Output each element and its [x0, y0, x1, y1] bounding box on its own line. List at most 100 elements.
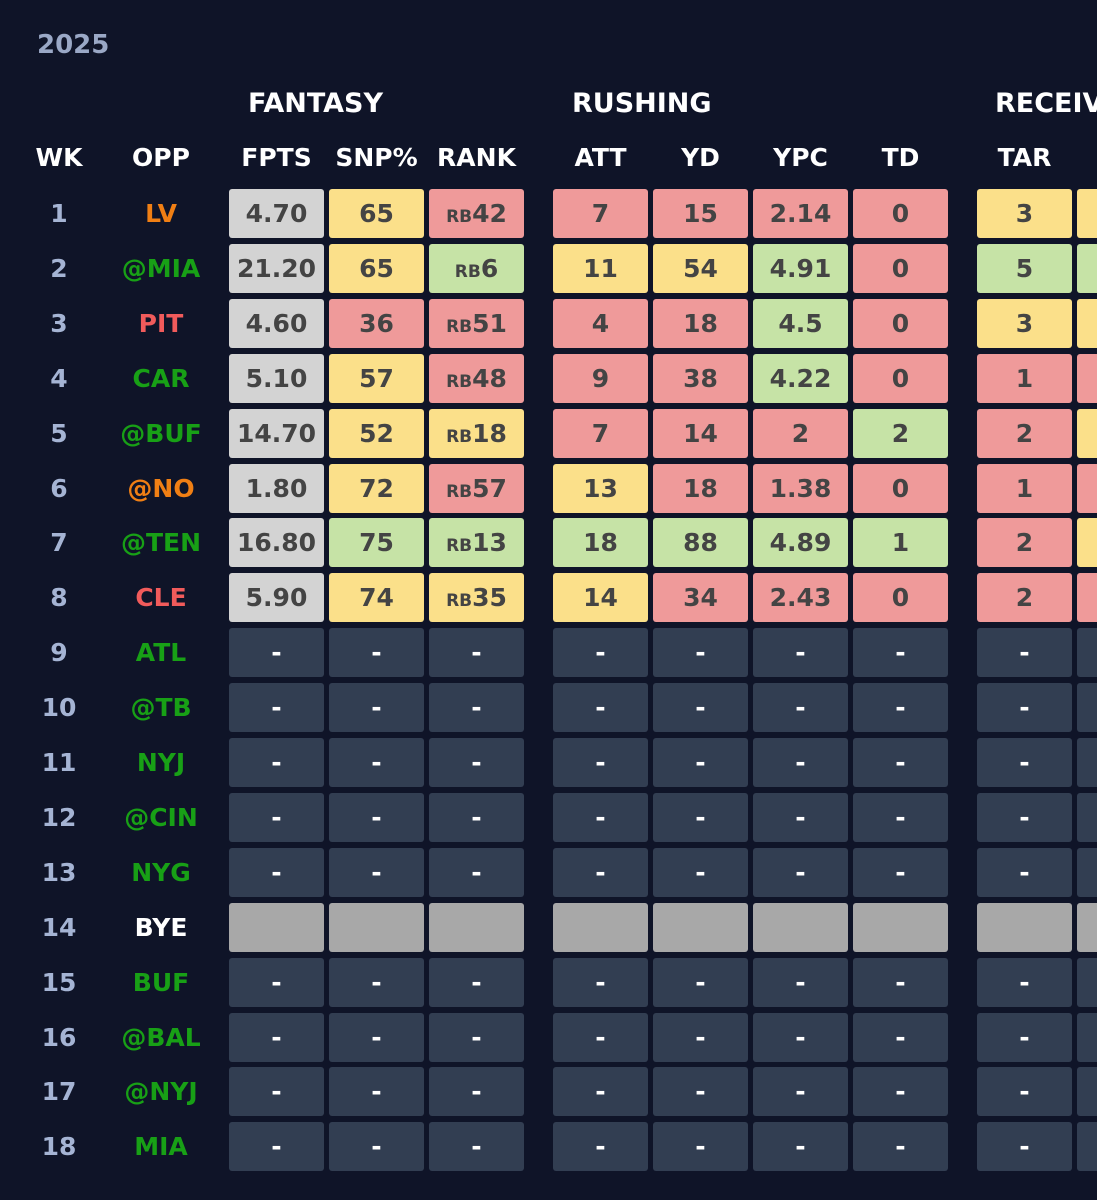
opponent-label: @NO	[127, 473, 195, 503]
next-cell	[1077, 792, 1097, 842]
tar-cell: -	[977, 847, 1072, 897]
opponent-label: LV	[145, 199, 177, 228]
rank-position: RB	[454, 261, 481, 282]
tar-cell: 1	[977, 353, 1072, 403]
yd-cell: -	[653, 957, 748, 1007]
opponent-label: @NYJ	[124, 1077, 198, 1107]
tar-cell: 3	[977, 189, 1072, 238]
next-cell	[1077, 518, 1097, 568]
week-number: 10	[41, 693, 77, 723]
ypc-cell: 2.14	[753, 189, 848, 238]
rank-position: RB	[446, 426, 473, 447]
col-header-wk[interactable]: WK	[35, 143, 83, 172]
snp-cell: 72	[329, 463, 424, 513]
col-header-att[interactable]: ATT	[574, 143, 627, 172]
next-cell	[1077, 847, 1097, 897]
yd-cell: -	[653, 1122, 748, 1172]
snp-cell: -	[329, 628, 424, 678]
col-header-rank[interactable]: RANK	[437, 143, 516, 172]
yd-cell: 18	[653, 463, 748, 513]
att-cell: 7	[553, 408, 648, 458]
yd-cell: -	[653, 792, 748, 842]
fpts-cell: -	[229, 957, 324, 1007]
snp-cell: 74	[329, 573, 424, 623]
fpts-cell: 16.80	[229, 518, 324, 568]
ypc-cell: 4.89	[753, 518, 848, 568]
rank-cell: RB57	[429, 463, 524, 513]
col-header-tar[interactable]: TAR	[997, 143, 1052, 172]
week-number: 16	[41, 1022, 77, 1052]
week-number: 15	[41, 967, 77, 997]
snp-cell: 52	[329, 408, 424, 458]
snp-cell: -	[329, 1012, 424, 1062]
att-cell: -	[553, 847, 648, 897]
tar-cell: -	[977, 683, 1072, 733]
yd-cell: 18	[653, 298, 748, 348]
td-cell: -	[853, 738, 948, 787]
att-cell: -	[553, 738, 648, 787]
snp-cell: 65	[329, 243, 424, 293]
tar-cell: -	[977, 1067, 1072, 1117]
fpts-cell: -	[229, 1012, 324, 1062]
att-cell: -	[553, 628, 648, 678]
col-header-fpts[interactable]: FPTS	[241, 143, 312, 172]
att-cell: -	[553, 1122, 648, 1172]
week-number: 4	[50, 363, 68, 393]
att-cell: 18	[553, 518, 648, 568]
rank-number: 18	[472, 418, 507, 448]
yd-cell: 34	[653, 573, 748, 623]
td-cell: -	[853, 957, 948, 1007]
next-cell	[1077, 189, 1097, 238]
td-cell: 0	[853, 243, 948, 293]
rank-cell: -	[429, 738, 524, 787]
att-cell	[553, 902, 648, 952]
week-number: 3	[50, 308, 68, 338]
snp-cell: -	[329, 792, 424, 842]
week-number: 11	[41, 748, 77, 777]
week-number: 8	[50, 583, 68, 613]
season-label: 2025	[37, 30, 110, 60]
rank-number: 35	[472, 583, 507, 613]
att-cell: -	[553, 1067, 648, 1117]
next-cell	[1077, 463, 1097, 513]
yd-cell: -	[653, 683, 748, 733]
td-cell: -	[853, 628, 948, 678]
week-number: 1	[50, 199, 68, 228]
tar-cell: -	[977, 957, 1072, 1007]
rank-cell: RB18	[429, 408, 524, 458]
rank-cell: RB13	[429, 518, 524, 568]
snp-cell: -	[329, 1067, 424, 1117]
col-header-snp[interactable]: SNP%	[335, 143, 418, 172]
att-cell: 11	[553, 243, 648, 293]
rank-position: RB	[446, 207, 473, 227]
next-cell	[1077, 957, 1097, 1007]
rank-cell: RB35	[429, 573, 524, 623]
rank-cell: -	[429, 1122, 524, 1172]
opponent-label: BUF	[132, 967, 190, 997]
rank-cell: RB6	[429, 243, 524, 293]
td-cell: 2	[853, 408, 948, 458]
snp-cell: -	[329, 738, 424, 787]
ypc-cell: 4.91	[753, 243, 848, 293]
fpts-cell: -	[229, 792, 324, 842]
col-header-opp[interactable]: OPP	[132, 143, 190, 172]
ypc-cell: -	[753, 738, 848, 787]
yd-cell: -	[653, 1012, 748, 1062]
td-cell: 0	[853, 189, 948, 238]
td-cell: -	[853, 683, 948, 733]
rank-cell: -	[429, 1067, 524, 1117]
opponent-label: @TEN	[120, 528, 202, 558]
tar-cell: -	[977, 628, 1072, 678]
tar-cell: 5	[977, 243, 1072, 293]
rank-number: 6	[480, 253, 499, 283]
tar-cell: 2	[977, 518, 1072, 568]
col-header-td[interactable]: TD	[881, 143, 920, 172]
fpts-cell: 4.70	[229, 189, 324, 238]
att-cell: -	[553, 1012, 648, 1062]
col-header-yd[interactable]: YD	[681, 143, 720, 172]
ypc-cell: -	[753, 683, 848, 733]
col-header-ypc[interactable]: YPC	[773, 143, 828, 172]
tar-cell: -	[977, 738, 1072, 787]
week-number: 17	[41, 1077, 77, 1107]
opponent-label: @BAL	[121, 1022, 201, 1052]
